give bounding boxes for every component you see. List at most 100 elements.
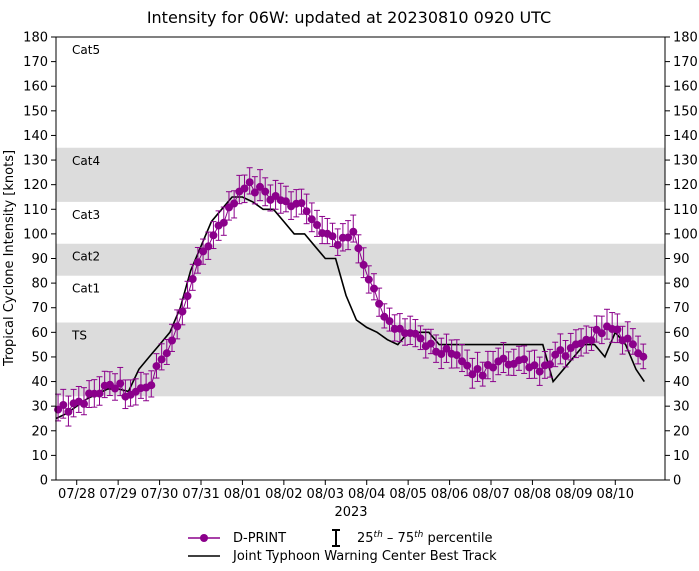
band-label-cat5: Cat5 [72,43,100,57]
y-tick-label-right: 170 [673,55,698,70]
dprint-point [349,227,358,236]
y-tick-label-right: 90 [673,252,690,267]
dprint-point [556,346,565,355]
legend-percentile-label: 25th – 75th percentile [357,530,492,546]
y-tick-label-left: 100 [23,227,48,242]
dprint-point [535,367,544,376]
dprint-point [530,361,539,370]
x-tick-label: 08/04 [348,487,385,502]
x-tick-label: 07/30 [141,487,178,502]
dprint-point [370,284,378,293]
x-tick-label: 08/08 [514,487,551,502]
y-tick-label-right: 20 [673,424,690,439]
y-tick-label-left: 120 [23,178,48,193]
y-tick-label-right: 50 [673,350,690,365]
band-label-cat4: Cat4 [72,154,100,168]
dprint-point [639,352,648,361]
dprint-point [328,232,337,241]
dprint-point [147,381,156,390]
dprint-series [54,167,648,427]
dprint-point [359,260,368,269]
legend-percentile-marker [332,529,340,547]
dprint-point [416,334,425,343]
dprint-point [597,329,606,338]
y-tick-label-right: 40 [673,375,690,390]
dprint-point [354,244,363,253]
dprint-point [152,362,161,371]
x-tick-label: 08/05 [389,487,426,502]
dprint-point [281,197,290,206]
y-tick-label-left: 10 [31,449,48,464]
dprint-point [219,218,228,227]
dprint-point [245,178,254,187]
x-tick-label: 08/01 [224,487,261,502]
dprint-point [111,384,119,393]
dprint-point [116,379,125,388]
dprint-point [178,307,187,316]
y-tick-label-right: 180 [673,31,698,46]
dprint-point [256,182,264,191]
dprint-point [628,340,637,349]
dprint-point [489,363,498,372]
dprint-point [411,329,420,338]
legend-best-track-label: Joint Typhoon Warning Center Best Track [232,549,497,564]
dprint-point [80,399,88,408]
y-axis-left: 0 10 20 30 40 50 60 70 80 90 100 110 120 130 140 150 160… [23,31,56,489]
y-tick-label-left: 20 [31,424,48,439]
dprint-point [183,292,192,301]
y-tick-label-right: 150 [673,104,698,119]
y-tick-label-right: 60 [673,326,690,341]
dprint-point [188,275,197,283]
dprint-point [168,336,176,345]
dprint-point [302,207,311,216]
y-tick-label-right: 130 [673,154,698,169]
dprint-point [250,188,259,197]
y-tick-label-left: 170 [23,55,48,70]
legend-dprint-marker [188,534,220,542]
x-axis-label: 2023 [334,505,367,520]
dprint-point [307,215,316,224]
y-tick-label-right: 140 [673,129,698,144]
dprint-point [473,365,482,373]
dprint-point [452,351,461,360]
legend-dprint-label: D-PRINT [233,531,286,546]
dprint-point [95,389,104,398]
dprint-point [333,241,342,249]
y-tick-label-left: 130 [23,154,48,169]
y-tick-label-left: 80 [31,277,48,292]
dprint-point [162,349,171,358]
y-tick-label-left: 70 [31,301,48,316]
y-tick-label-right: 120 [673,178,698,193]
y-tick-label-right: 30 [673,400,690,415]
dprint-point [442,344,451,353]
dprint-point [468,370,477,379]
dprint-point [230,199,239,208]
dprint-point [385,317,394,326]
legend: D-PRINT 25th – 75th percentile Joint Typ… [188,529,497,564]
dprint-point [499,354,508,363]
x-axis: 07/28 07/29 07/30 07/31 08/01 08/02 08/03 08/04… [58,480,634,502]
x-tick-label: 08/06 [431,487,468,502]
dprint-point [561,352,570,361]
y-tick-label-right: 160 [673,80,698,95]
y-tick-label-right: 0 [673,474,681,489]
chart-title: Intensity for 06W: updated at 20230810 0… [147,8,551,27]
y-tick-label-right: 110 [673,203,698,218]
y-tick-label-left: 180 [23,31,48,46]
dprint-point [209,231,218,240]
dprint-point [520,355,529,364]
y-tick-label-left: 90 [31,252,48,267]
dprint-point [261,187,270,196]
y-tick-label-left: 30 [31,400,48,415]
dprint-point [240,184,249,193]
y-tick-label-left: 0 [40,474,48,489]
x-tick-label: 07/29 [99,487,136,502]
band-label-cat1: Cat1 [72,282,100,296]
y-tick-label-left: 50 [31,350,48,365]
band-cat4 [56,147,665,202]
dprint-point [437,350,446,358]
dprint-point [344,233,353,242]
y-axis-right: 0 10 20 30 40 50 60 70 80 90 100 110 120 130 140 150 160… [665,31,698,489]
x-tick-label: 08/09 [555,487,592,502]
